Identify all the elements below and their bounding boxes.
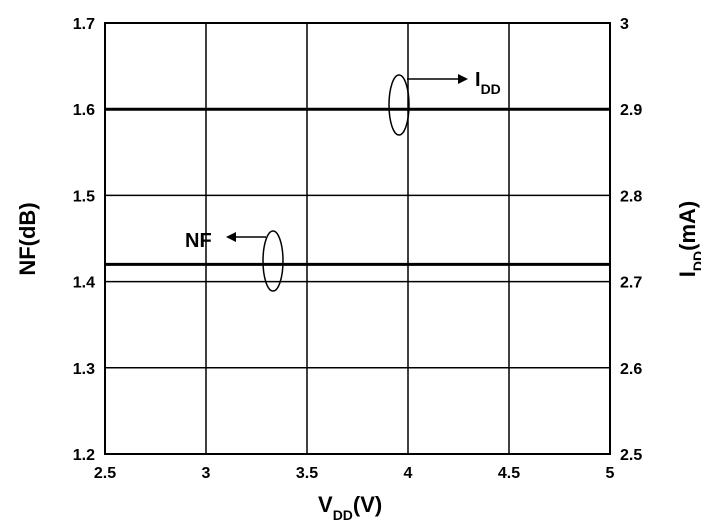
nf-annotation: NF — [185, 230, 284, 292]
x-axis-title-main: V — [318, 492, 333, 517]
x-axis-title: VDD(V) — [318, 492, 382, 523]
idd-arrowhead — [458, 74, 468, 84]
x-tick-label: 4.5 — [498, 465, 520, 482]
x-tick-label: 4 — [404, 465, 413, 482]
y-tick-labels: 1.2 1.3 1.4 1.5 1.6 1.7 — [73, 16, 95, 464]
y2-tick-label: 3 — [620, 16, 629, 33]
series-lines — [105, 107, 610, 266]
x-axis-title-unit: (V) — [353, 492, 382, 517]
y-tick-label: 1.5 — [73, 188, 95, 205]
nf-annotation-label: NF — [185, 230, 212, 252]
idd-annotation: IDD — [388, 69, 501, 136]
idd-annotation-label: IDD — [475, 69, 501, 97]
grid — [105, 23, 610, 454]
y2-axis-title: IDD(mA) — [675, 201, 701, 277]
nf-annotation-ellipse — [262, 230, 284, 292]
y2-axis-title-main: I — [675, 271, 700, 277]
x-tick-labels: 2.5 3 3.5 4 4.5 5 — [94, 465, 615, 482]
y-tick-label: 1.6 — [73, 102, 95, 119]
y-tick-label: 1.3 — [73, 361, 95, 378]
y2-tick-labels: 2.5 2.6 2.7 2.8 2.9 3 — [620, 16, 642, 464]
x-tick-label: 2.5 — [94, 465, 116, 482]
y-axis-title: NF(dB) — [15, 202, 40, 275]
idd-annotation-ellipse — [388, 74, 410, 136]
idd-annotation-main: I — [475, 69, 481, 91]
nf-arrowhead — [226, 232, 236, 242]
y2-tick-label: 2.9 — [620, 102, 642, 119]
x-axis-title-sub: DD — [333, 507, 353, 523]
y-tick-label: 1.7 — [73, 16, 95, 33]
plot-frame — [104, 22, 611, 455]
x-tick-label: 3.5 — [296, 465, 318, 482]
x-tick-label: 5 — [606, 465, 615, 482]
y2-axis-title-sub: DD — [690, 251, 701, 271]
y-tick-label: 1.4 — [73, 275, 95, 292]
y2-tick-label: 2.8 — [620, 188, 642, 205]
y2-tick-label: 2.7 — [620, 275, 642, 292]
y-tick-label: 1.2 — [73, 447, 95, 464]
x-tick-label: 3 — [202, 465, 211, 482]
y2-tick-label: 2.6 — [620, 361, 642, 378]
y2-axis-title-unit: (mA) — [675, 201, 700, 251]
y2-tick-label: 2.5 — [620, 447, 642, 464]
idd-annotation-sub: DD — [481, 81, 501, 97]
